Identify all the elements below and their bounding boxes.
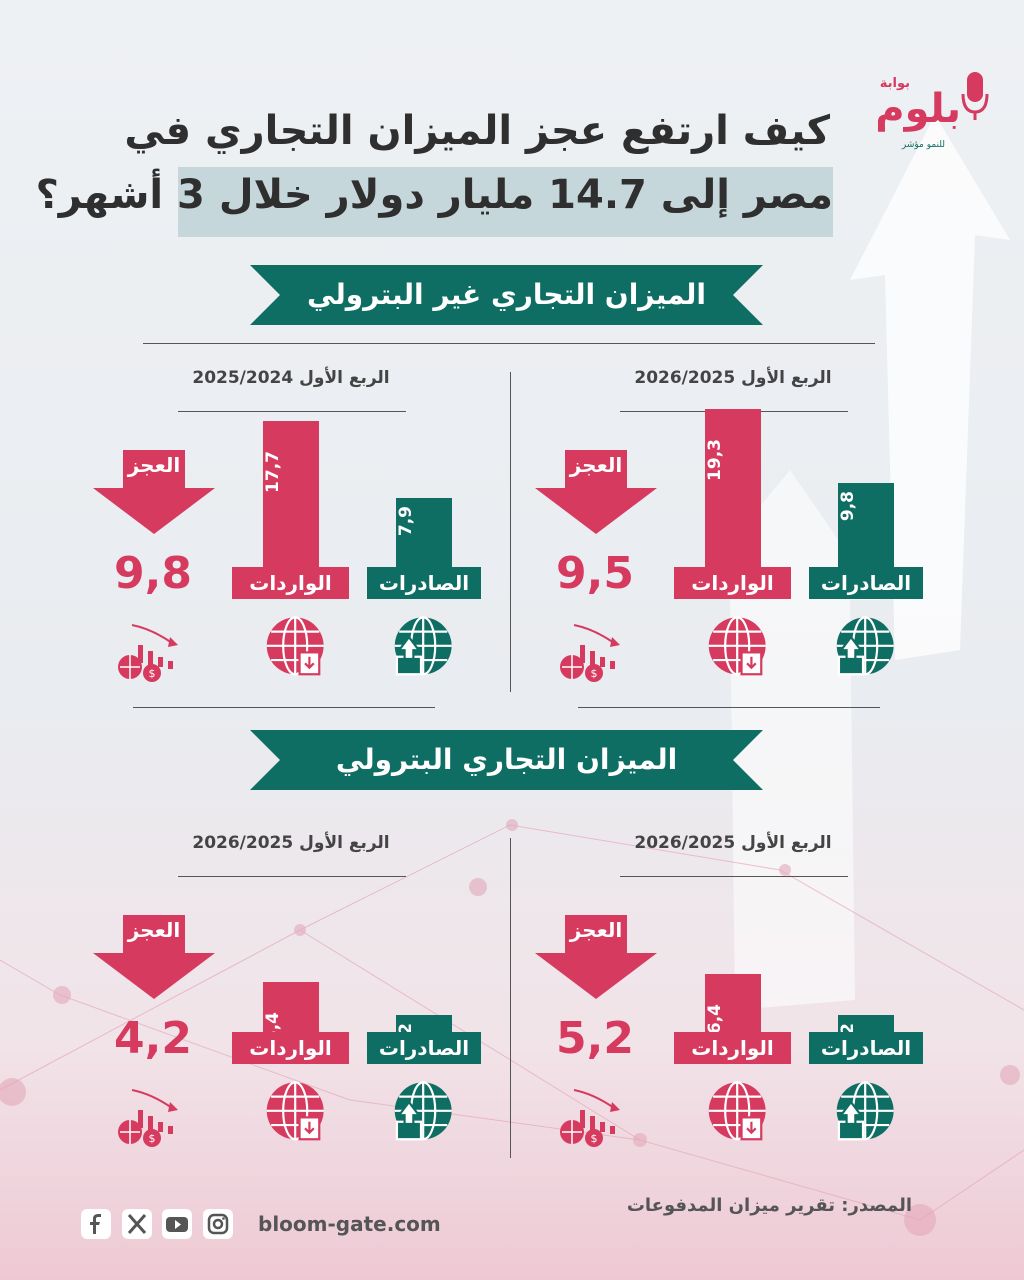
deficit-value: 4,2 — [114, 1013, 192, 1064]
exports-label: الصادرات — [809, 1032, 923, 1064]
section-banner-non-oil: الميزان التجاري غير البترولي — [250, 265, 763, 325]
imports-label: الواردات — [674, 567, 791, 599]
globe-export-icon — [386, 1078, 456, 1152]
youtube-icon[interactable] — [162, 1209, 192, 1239]
divider — [143, 343, 875, 344]
imports-label: الواردات — [674, 1032, 791, 1064]
headline-highlight — [178, 167, 833, 237]
deficit-value: 9,5 — [556, 548, 634, 599]
x-icon[interactable] — [122, 1209, 152, 1239]
period-underline — [620, 876, 848, 877]
brand-tagline: للنمو مؤشر — [901, 140, 945, 150]
exports-label: الصادرات — [809, 567, 923, 599]
globe-export-icon — [386, 613, 456, 687]
period-label: الربع الأول 2025/2024 — [192, 368, 390, 388]
svg-text:$: $ — [591, 667, 598, 680]
deficit-value: 5,2 — [556, 1013, 634, 1064]
exports-label: الصادرات — [367, 1032, 481, 1064]
svg-text:$: $ — [149, 667, 156, 680]
exports-value: 7,9 — [396, 505, 416, 536]
divider — [578, 707, 880, 708]
microphone-icon — [961, 72, 989, 120]
exports-value: 9,8 — [838, 490, 858, 521]
globe-import-icon — [258, 1078, 328, 1152]
brand-name: بلوم — [875, 86, 961, 132]
imports-label: الواردات — [232, 567, 349, 599]
deficit-chart-icon: $ — [112, 619, 182, 689]
brand-small-text: بوابة — [879, 76, 910, 91]
deficit-label: العجز — [127, 453, 181, 477]
globe-import-icon — [258, 613, 328, 687]
exports-bar: 1,2 — [396, 1014, 452, 1053]
svg-text:$: $ — [591, 1132, 598, 1145]
deficit-label: العجز — [569, 918, 623, 942]
period-label: الربع الأول 2026/2025 — [634, 833, 832, 853]
deficit-chart-icon: $ — [112, 1084, 182, 1154]
globe-import-icon — [700, 613, 770, 687]
deficit-label: العجز — [127, 918, 181, 942]
imports-bar: 5,4 — [263, 982, 319, 1042]
deficit-arrow-icon — [535, 915, 657, 999]
deficit-arrow-icon — [93, 915, 215, 999]
deficit-value: 9,8 — [114, 548, 192, 599]
period-underline — [178, 411, 406, 412]
imports-value: 19,3 — [705, 439, 725, 481]
period-label: الربع الأول 2026/2025 — [192, 833, 390, 853]
period-underline — [178, 876, 406, 877]
globe-import-icon — [700, 1078, 770, 1152]
exports-bar: 9,8 — [838, 482, 894, 567]
exports-label: الصادرات — [367, 567, 481, 599]
imports-value: 6,4 — [705, 1004, 725, 1035]
globe-export-icon — [828, 613, 898, 687]
exports-bar: 7,9 — [396, 497, 452, 567]
exports-bar: 1,2 — [838, 1014, 894, 1053]
instagram-icon[interactable] — [203, 1209, 233, 1239]
deficit-arrow-icon — [535, 450, 657, 534]
divider — [133, 707, 435, 708]
headline-line-2: مصر إلى 14.7 مليار دولار خلال 3 أشهر؟ — [35, 172, 833, 218]
period-label: الربع الأول 2026/2025 — [634, 368, 832, 388]
brand-logo: بوابة بلوم للنمو مؤشر — [850, 70, 995, 160]
divider — [510, 838, 511, 1158]
imports-bar: 17,7 — [263, 421, 319, 567]
facebook-icon[interactable] — [81, 1209, 111, 1239]
svg-text:$: $ — [149, 1132, 156, 1145]
imports-value: 17,7 — [263, 451, 283, 494]
deficit-label: العجز — [569, 453, 623, 477]
website-link[interactable]: bloom-gate.com — [258, 1212, 441, 1236]
deficit-arrow-icon — [93, 450, 215, 534]
source-note: المصدر: تقرير ميزان المدفوعات — [626, 1195, 912, 1216]
section-banner-oil: الميزان التجاري البترولي — [250, 730, 763, 790]
section-title-non-oil: الميزان التجاري غير البترولي — [306, 278, 707, 311]
globe-export-icon — [828, 1078, 898, 1152]
imports-label: الواردات — [232, 1032, 349, 1064]
deficit-chart-icon: $ — [554, 1084, 624, 1154]
deficit-chart-icon: $ — [554, 619, 624, 689]
imports-bar: 6,4 — [705, 974, 761, 1035]
divider — [510, 372, 511, 692]
imports-bar: 19,3 — [705, 409, 761, 567]
headline-line-1: كيف ارتفع عجز الميزان التجاري في — [124, 108, 830, 154]
section-title-oil: الميزان التجاري البترولي — [335, 743, 678, 776]
